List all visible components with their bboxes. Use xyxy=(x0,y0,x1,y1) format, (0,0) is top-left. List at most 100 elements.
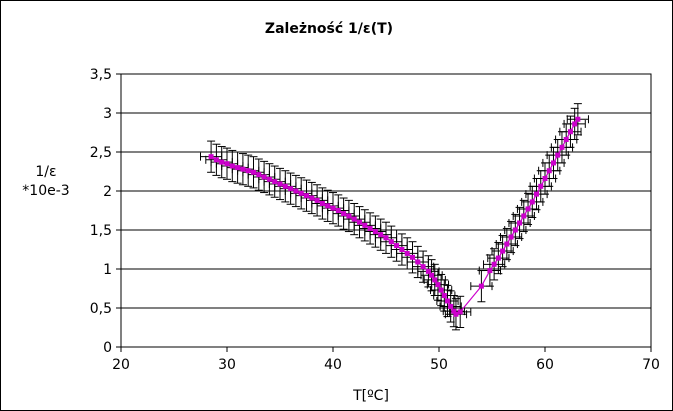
data-point xyxy=(546,168,552,174)
data-point xyxy=(309,195,315,201)
data-point xyxy=(341,211,347,217)
data-point xyxy=(420,264,426,270)
data-point xyxy=(229,163,235,169)
data-point xyxy=(399,247,405,252)
data-point xyxy=(410,254,415,260)
data-point xyxy=(288,186,294,192)
x-tick-label: 40 xyxy=(324,357,342,373)
y-tick-label: 1,5 xyxy=(90,223,112,239)
data-point xyxy=(335,208,341,213)
y-tick-label: 3 xyxy=(103,106,112,122)
data-point xyxy=(575,116,581,122)
y-tick-label: 0,5 xyxy=(90,301,112,317)
data-point xyxy=(508,234,514,240)
data-point xyxy=(304,193,309,199)
y-axis-label-line1: 1/ε xyxy=(35,164,56,180)
data-point xyxy=(357,219,362,225)
data-point xyxy=(261,174,267,180)
y-tick-label: 0 xyxy=(103,340,112,356)
data-point xyxy=(529,199,535,205)
data-point xyxy=(563,137,569,143)
data-point xyxy=(567,129,573,135)
data-point xyxy=(487,268,493,274)
data-point xyxy=(394,243,400,249)
data-point xyxy=(550,160,556,166)
data-point xyxy=(219,159,225,165)
data-point xyxy=(325,203,331,209)
data-point xyxy=(245,168,251,174)
y-tick-label: 1 xyxy=(103,262,112,278)
data-point xyxy=(517,220,523,226)
data-point xyxy=(298,190,304,196)
y-tick-label: 2 xyxy=(103,184,112,200)
data-point xyxy=(491,261,497,267)
data-point xyxy=(367,225,373,231)
data-point xyxy=(372,229,378,235)
data-point xyxy=(266,176,272,182)
data-point xyxy=(314,197,320,203)
data-point xyxy=(251,169,256,175)
x-tick-label: 70 xyxy=(642,357,660,373)
data-point xyxy=(351,216,357,222)
data-point xyxy=(346,213,352,219)
data-point xyxy=(444,298,450,304)
data-point xyxy=(319,200,325,206)
data-point xyxy=(512,227,518,233)
data-point xyxy=(425,268,431,274)
x-tick-label: 50 xyxy=(430,357,448,373)
y-tick-label: 3,5 xyxy=(90,67,112,83)
data-point xyxy=(293,188,299,194)
data-point xyxy=(525,206,531,212)
data-point xyxy=(208,154,214,160)
data-point xyxy=(383,235,389,241)
data-point xyxy=(256,172,262,178)
data-point xyxy=(277,181,283,187)
data-point xyxy=(559,144,565,150)
data-point xyxy=(224,161,230,167)
data-point xyxy=(240,166,246,172)
plot-area xyxy=(120,73,652,348)
y-axis-label-line2: *10e-3 xyxy=(22,183,69,199)
error-bar xyxy=(420,259,443,292)
data-point xyxy=(404,250,410,256)
x-tick-label: 60 xyxy=(536,357,554,373)
data-point xyxy=(388,239,394,245)
gridlines xyxy=(121,112,651,309)
data-series xyxy=(208,116,581,317)
x-tick-labels: 20 30 40 50 60 70 xyxy=(112,357,660,373)
data-point xyxy=(438,287,444,293)
x-tick-label: 30 xyxy=(218,357,236,373)
data-point xyxy=(534,191,540,197)
y-tick-labels: 0 0,5 1 1,5 2 2,5 3 3,5 xyxy=(90,67,112,356)
data-point xyxy=(572,121,578,127)
data-point xyxy=(478,283,484,289)
data-point xyxy=(453,311,459,317)
data-point xyxy=(457,309,463,315)
data-point xyxy=(435,282,441,288)
data-point xyxy=(330,205,336,211)
data-point xyxy=(432,277,438,283)
data-point xyxy=(441,293,447,299)
data-point xyxy=(429,272,435,278)
data-point xyxy=(555,152,561,158)
chart-title: Zależność 1/ε(T) xyxy=(265,21,393,37)
data-point xyxy=(542,176,548,182)
data-point xyxy=(235,165,241,171)
data-point xyxy=(362,222,368,228)
data-point xyxy=(415,259,421,265)
data-point xyxy=(282,183,288,189)
data-point xyxy=(213,157,219,163)
y-tick-label: 2,5 xyxy=(90,145,112,161)
error-bars xyxy=(200,103,589,331)
data-point xyxy=(521,213,527,219)
data-point xyxy=(272,179,278,185)
axes xyxy=(116,73,652,352)
data-point xyxy=(500,248,506,254)
data-point xyxy=(448,303,454,309)
data-point xyxy=(504,241,510,247)
data-point xyxy=(495,255,501,261)
data-point xyxy=(451,308,457,314)
x-axis-label: T[ºC] xyxy=(352,388,389,404)
x-tick-label: 20 xyxy=(112,357,130,373)
data-point xyxy=(538,183,544,189)
